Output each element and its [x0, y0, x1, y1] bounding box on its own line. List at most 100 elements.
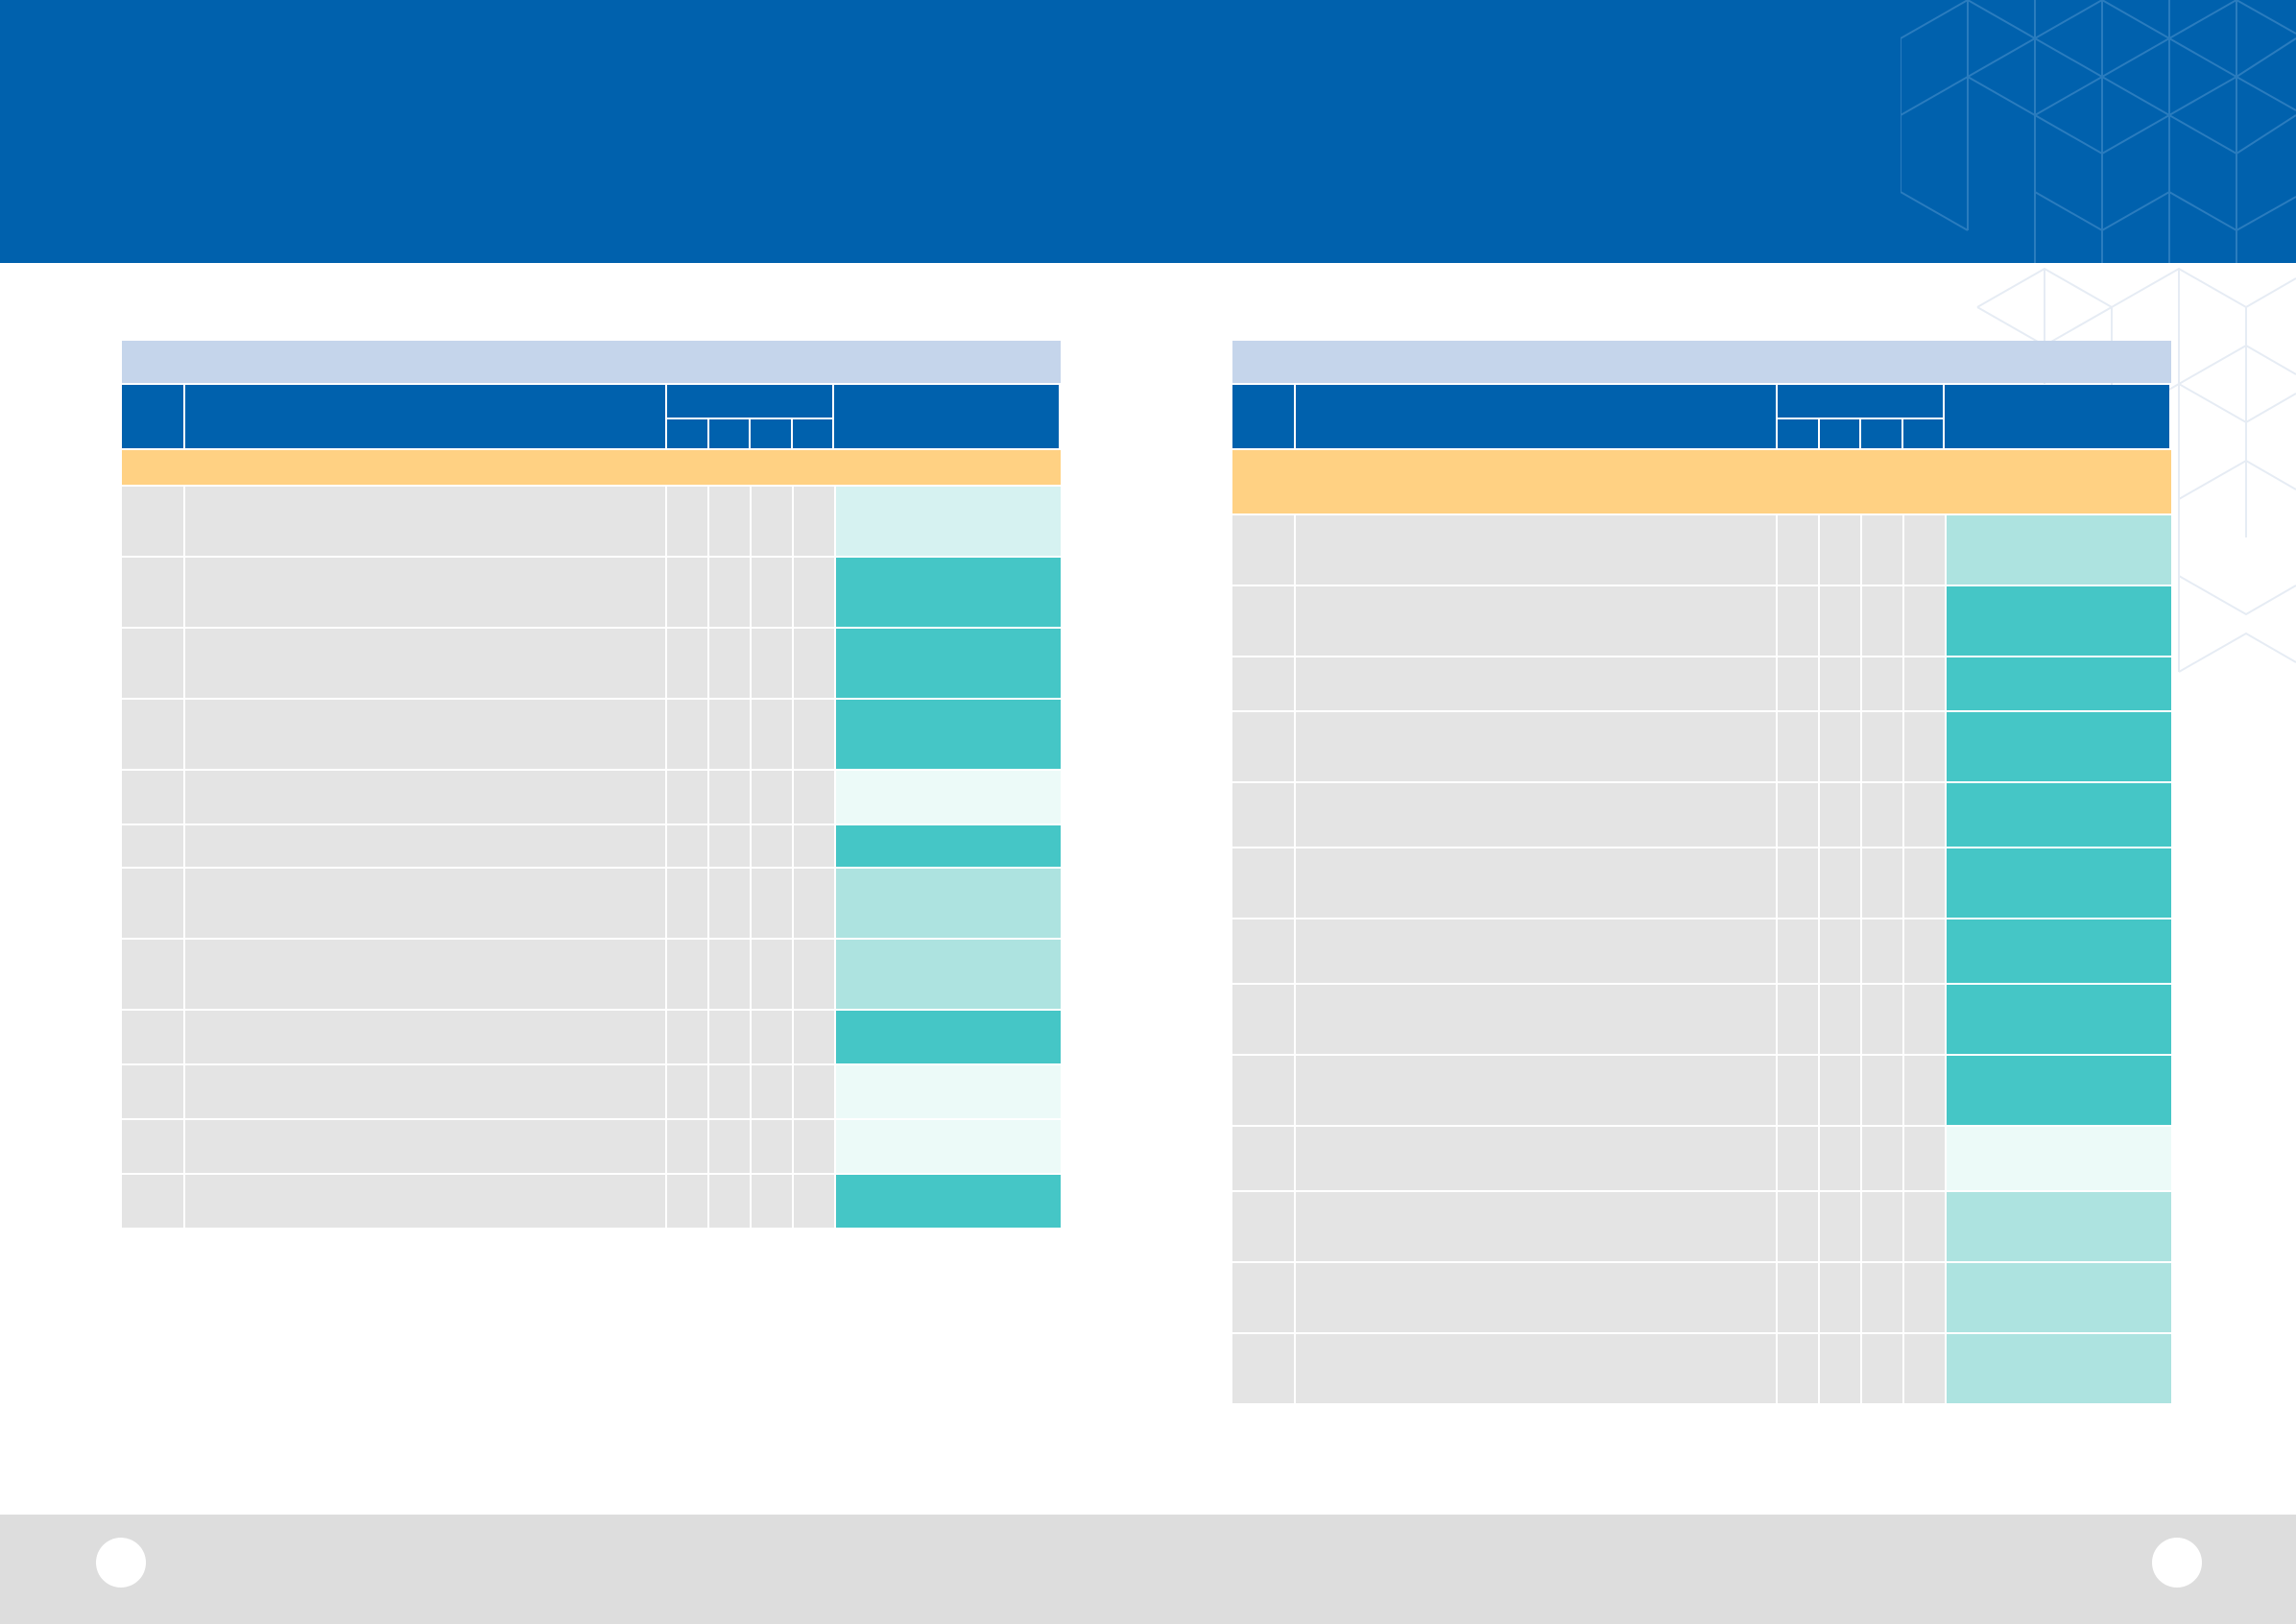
row-number-cell: [1232, 1192, 1294, 1261]
column-group-label: [1778, 385, 1943, 419]
row-status-cell: [1947, 1192, 2171, 1261]
table-row: [122, 1065, 1061, 1118]
table-row: [1232, 1334, 2171, 1403]
hexagon-lattice-icon: [1901, 0, 2296, 673]
row-check-cell: [752, 487, 792, 556]
row-check-cell: [1862, 783, 1902, 847]
row-status-cell: [836, 1011, 1061, 1063]
row-check-cell: [1820, 1192, 1860, 1261]
row-number-cell: [1232, 985, 1294, 1054]
row-check-cell: [1904, 848, 1945, 918]
section-bar: [1232, 450, 2171, 513]
row-number-cell: [122, 771, 183, 824]
table-row: [122, 869, 1061, 938]
column-subheader: [1778, 419, 1818, 448]
row-number-cell: [122, 558, 183, 627]
row-check-cell: [709, 1065, 750, 1118]
row-item-cell: [185, 1011, 665, 1063]
row-number-cell: [1232, 712, 1294, 781]
table-row: [1232, 1127, 2171, 1190]
row-status-cell: [1947, 985, 2171, 1054]
column-header-no: [1232, 385, 1294, 448]
row-check-cell: [794, 1011, 834, 1063]
row-status-cell: [836, 771, 1061, 824]
row-item-cell: [1296, 1127, 1776, 1190]
row-check-cell: [709, 1175, 750, 1228]
row-item-cell: [1296, 783, 1776, 847]
row-item-cell: [185, 825, 665, 867]
row-status-cell: [1947, 657, 2171, 710]
column-header-status: [1945, 385, 2169, 448]
table-title: [1232, 341, 2171, 383]
row-check-cell: [1904, 919, 1945, 983]
column-subheader: [706, 419, 750, 448]
row-check-cell: [1862, 919, 1902, 983]
row-number-cell: [122, 629, 183, 698]
row-number-cell: [1232, 657, 1294, 710]
column-subheader: [1859, 419, 1901, 448]
row-item-cell: [1296, 1263, 1776, 1332]
row-check-cell: [1904, 783, 1945, 847]
table-header: [122, 385, 1061, 448]
row-item-cell: [1296, 919, 1776, 983]
table-row: [1232, 1192, 2171, 1261]
row-check-cell: [1778, 586, 1818, 656]
row-check-cell: [752, 629, 792, 698]
row-number-cell: [1232, 1263, 1294, 1332]
table-row: [122, 700, 1061, 769]
row-check-cell: [794, 558, 834, 627]
row-check-cell: [1904, 586, 1945, 656]
row-check-cell: [709, 869, 750, 938]
row-check-cell: [709, 700, 750, 769]
row-status-cell: [836, 1175, 1061, 1228]
row-item-cell: [185, 869, 665, 938]
row-item-cell: [185, 940, 665, 1009]
row-check-cell: [709, 558, 750, 627]
row-check-cell: [752, 1175, 792, 1228]
row-check-cell: [1820, 783, 1860, 847]
row-item-cell: [1296, 657, 1776, 710]
row-check-cell: [667, 1175, 707, 1228]
row-item-cell: [185, 1065, 665, 1118]
table-row: [122, 629, 1061, 698]
column-header-status: [834, 385, 1059, 448]
row-check-cell: [667, 771, 707, 824]
row-check-cell: [667, 487, 707, 556]
row-check-cell: [1862, 515, 1902, 585]
table-row: [122, 1011, 1061, 1063]
row-check-cell: [752, 869, 792, 938]
column-subheader: [790, 419, 833, 448]
row-status-cell: [1947, 712, 2171, 781]
row-status-cell: [1947, 515, 2171, 585]
row-status-cell: [1947, 1334, 2171, 1403]
page-number-right: [2152, 1538, 2202, 1588]
table-row: [1232, 783, 2171, 847]
table-row: [122, 487, 1061, 556]
row-check-cell: [1862, 1192, 1902, 1261]
table-row: [1232, 985, 2171, 1054]
row-check-cell: [752, 1011, 792, 1063]
row-check-cell: [1820, 657, 1860, 710]
row-status-cell: [836, 869, 1061, 938]
row-number-cell: [1232, 1127, 1294, 1190]
row-check-cell: [709, 487, 750, 556]
right-table: [1232, 341, 2171, 1403]
row-item-cell: [185, 629, 665, 698]
row-number-cell: [1232, 783, 1294, 847]
row-check-cell: [667, 1120, 707, 1173]
row-check-cell: [794, 825, 834, 867]
table-row: [1232, 586, 2171, 656]
row-number-cell: [122, 1175, 183, 1228]
row-check-cell: [667, 1011, 707, 1063]
table-row: [1232, 848, 2171, 918]
row-status-cell: [1947, 586, 2171, 656]
row-check-cell: [1862, 848, 1902, 918]
row-check-cell: [1778, 1192, 1818, 1261]
row-check-cell: [1904, 657, 1945, 710]
row-check-cell: [667, 700, 707, 769]
row-check-cell: [667, 940, 707, 1009]
row-check-cell: [1862, 657, 1902, 710]
row-check-cell: [667, 1065, 707, 1118]
row-number-cell: [1232, 919, 1294, 983]
row-item-cell: [185, 558, 665, 627]
